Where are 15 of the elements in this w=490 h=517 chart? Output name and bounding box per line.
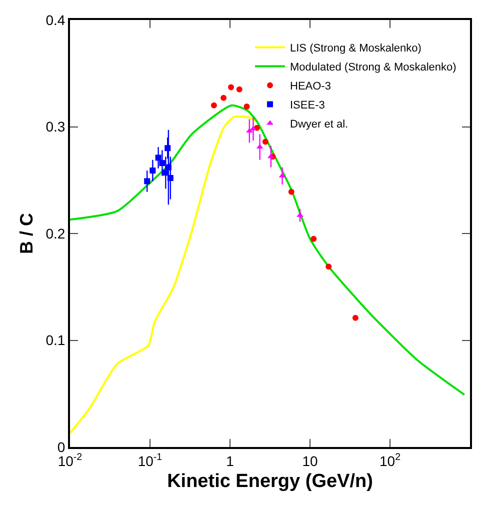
y-tick-label: 0.2 [46,225,66,242]
x-tick-label: 10$^{-1}$ [138,452,162,469]
y-tick-label: 0.3 [46,118,66,135]
x-tick-label: 1 [226,452,234,469]
legend-label: HEAO-3 [290,80,331,93]
legend-label: Dwyer et al. [290,118,348,131]
legend-label: Modulated (Strong & Moskalenko) [290,62,456,74]
legend-label: ISEE-3 [290,100,325,112]
x-tick-label: 10$^{2}$ [379,452,401,469]
legend-label: LIS (Strong & Moskalenko) [290,42,422,55]
y-tick-label: 0.4 [46,12,66,28]
x-tick-label: 10 [302,452,318,469]
y-axis-title: B / C [16,212,36,254]
x-axis-title: Kinetic Energy (GeV/n) [167,471,373,492]
y-tick-label: 0.1 [46,332,66,348]
